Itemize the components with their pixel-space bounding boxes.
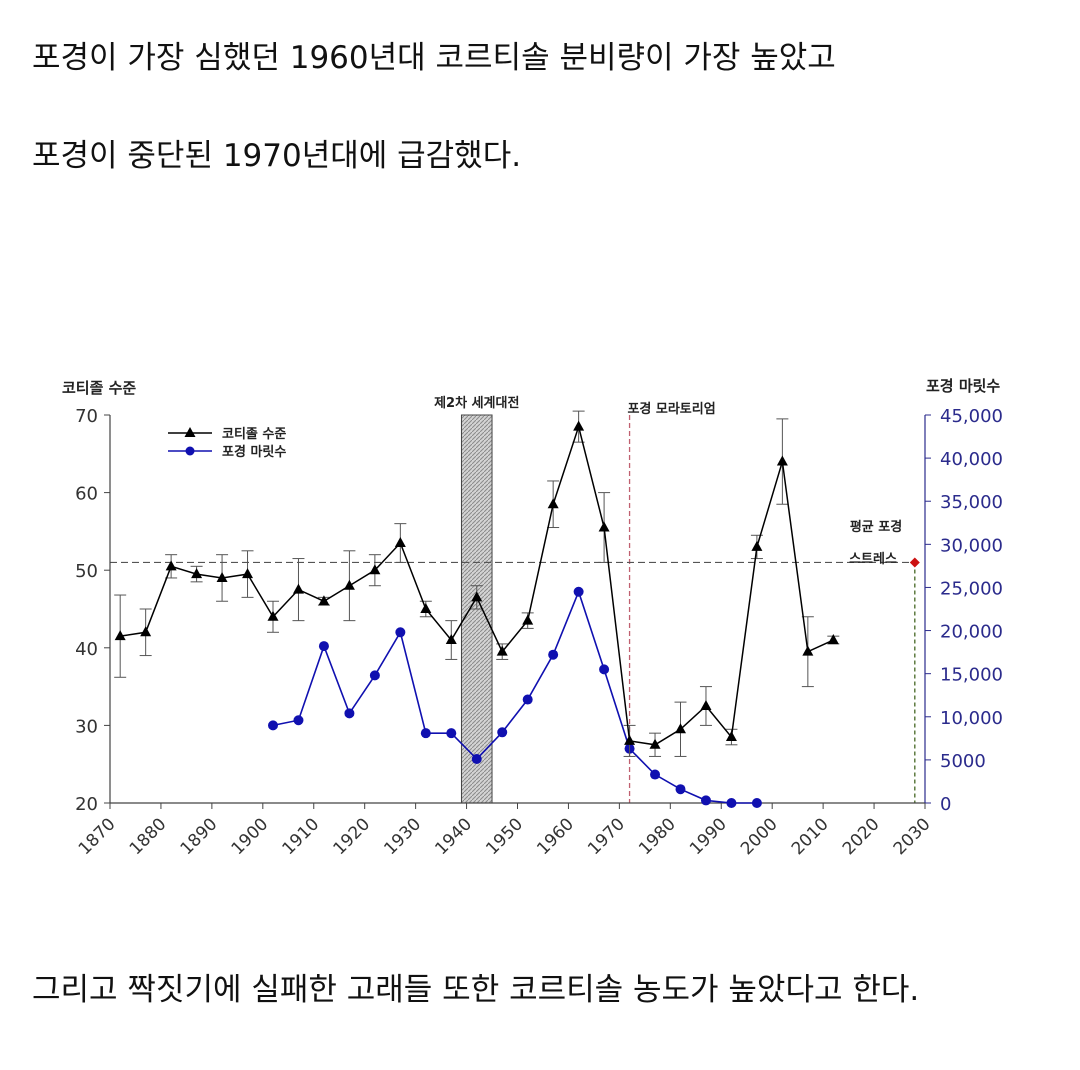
cortisol-point [573, 420, 585, 431]
whaling-point [675, 784, 686, 795]
y2-tick-label: 15,000 [940, 665, 1003, 686]
cortisol-point [471, 591, 483, 602]
cortisol-point [700, 700, 712, 710]
x-tick-label: 1970 [584, 814, 629, 859]
whaling-point [497, 727, 508, 738]
y2-axis-title: 포경 마릿수 [926, 377, 1000, 395]
whaling-point [522, 694, 533, 705]
cortisol-point [114, 630, 126, 641]
cortisol-point [598, 521, 610, 532]
mean-stress-label-1: 평균 포경 [850, 519, 902, 535]
whaling-point [344, 708, 355, 719]
y2-tick-label: 30,000 [940, 535, 1003, 556]
whaling-point [369, 670, 380, 681]
y-tick-label: 50 [75, 561, 98, 582]
cortisol-point [649, 738, 661, 749]
cortisol-point [318, 595, 330, 606]
cortisol-point [191, 568, 203, 579]
cortisol-point [675, 723, 686, 734]
cortisol-point [547, 498, 559, 509]
mean-stress-marker [909, 557, 920, 568]
y2-tick-label: 10,000 [940, 708, 1003, 729]
cortisol-point [725, 731, 737, 742]
whaling-point [395, 627, 406, 638]
x-tick-label: 1960 [533, 814, 578, 859]
whaling-point [420, 728, 431, 739]
y2-tick-label: 25,000 [940, 578, 1003, 599]
whaling-point [573, 586, 584, 597]
cortisol-point [165, 560, 177, 571]
x-tick-label: 1930 [380, 814, 425, 859]
cortisol-point [776, 455, 788, 466]
mean-stress-label-2: 스트레스 [849, 552, 897, 567]
cortisol-point [420, 603, 432, 613]
y-tick-label: 20 [75, 794, 98, 815]
x-tick-label: 2020 [839, 814, 884, 859]
whaling-point [726, 798, 737, 808]
cortisol-point [242, 568, 254, 579]
x-tick-label: 1910 [279, 814, 324, 859]
y2-tick-label: 40,000 [940, 449, 1003, 470]
y-tick-label: 60 [75, 484, 98, 505]
x-tick-label: 1980 [635, 814, 680, 859]
whaling-line [272, 589, 757, 804]
paragraph-1: 포경이 가장 심했던 1960년대 코르티솔 분비량이 가장 높았고 [32, 40, 836, 76]
x-tick-label: 2030 [890, 814, 935, 859]
whaling-point [700, 795, 711, 806]
legend-whaling-label: 포경 마릿수 [222, 444, 286, 460]
y-axis-title: 코티졸 수준 [62, 379, 136, 397]
x-tick-label: 1920 [329, 814, 374, 859]
cortisol-point [445, 634, 457, 645]
cortisol-point [343, 579, 355, 590]
y-tick-label: 70 [75, 406, 98, 427]
x-tick-label: 1940 [431, 814, 476, 859]
cortisol-point [394, 537, 406, 548]
whaling-point [268, 720, 278, 731]
cortisol-whaling-chart: 2030405060700500010,00015,00020,00025,00… [62, 377, 1003, 859]
y2-tick-label: 45,000 [940, 406, 1003, 427]
cortisol-point [140, 626, 152, 637]
legend-cortisol-label: 코티졸 수준 [222, 426, 286, 442]
y-tick-label: 30 [75, 716, 98, 737]
x-tick-label: 1890 [177, 814, 222, 859]
x-tick-label: 1950 [482, 814, 527, 859]
y-tick-label: 40 [75, 639, 98, 660]
cortisol-point [496, 645, 508, 656]
whaling-point [599, 664, 610, 675]
whaling-point [318, 641, 329, 652]
cortisol-point [369, 564, 381, 575]
cortisol-point [216, 571, 228, 582]
x-tick-label: 2010 [788, 814, 833, 859]
paragraph-2: 포경이 중단된 1970년대에 급감했다. [32, 138, 522, 174]
whaling-point [471, 754, 482, 765]
y2-tick-label: 35,000 [940, 492, 1003, 513]
wwii-label: 제2차 세계대전 [434, 395, 519, 411]
cortisol-point [827, 634, 839, 645]
y2-tick-label: 20,000 [940, 622, 1003, 643]
cortisol-point [802, 645, 814, 656]
whaling-point [751, 798, 762, 808]
cortisol-point [292, 583, 304, 594]
y2-tick-label: 0 [940, 794, 951, 815]
legend-cortisol-marker [184, 427, 196, 437]
x-tick-label: 1990 [686, 814, 731, 859]
x-tick-label: 1900 [228, 814, 273, 859]
whaling-point [548, 649, 559, 660]
x-tick-label: 1880 [126, 814, 171, 859]
moratorium-label: 포경 모라토리엄 [627, 401, 715, 417]
legend-whaling-marker [185, 446, 195, 456]
cortisol-point [522, 614, 534, 625]
x-tick-label: 2000 [737, 814, 782, 859]
whaling-point [650, 769, 661, 780]
cortisol-point [751, 540, 763, 551]
x-tick-label: 1870 [75, 814, 120, 859]
y2-tick-label: 5000 [940, 751, 986, 772]
whaling-point [446, 728, 457, 739]
cortisol-point [624, 734, 636, 745]
cortisol-point [267, 610, 279, 621]
paragraph-3: 그리고 짝짓기에 실패한 고래들 또한 코르티솔 농도가 높았다고 한다. [32, 972, 920, 1008]
whaling-point [293, 715, 304, 726]
